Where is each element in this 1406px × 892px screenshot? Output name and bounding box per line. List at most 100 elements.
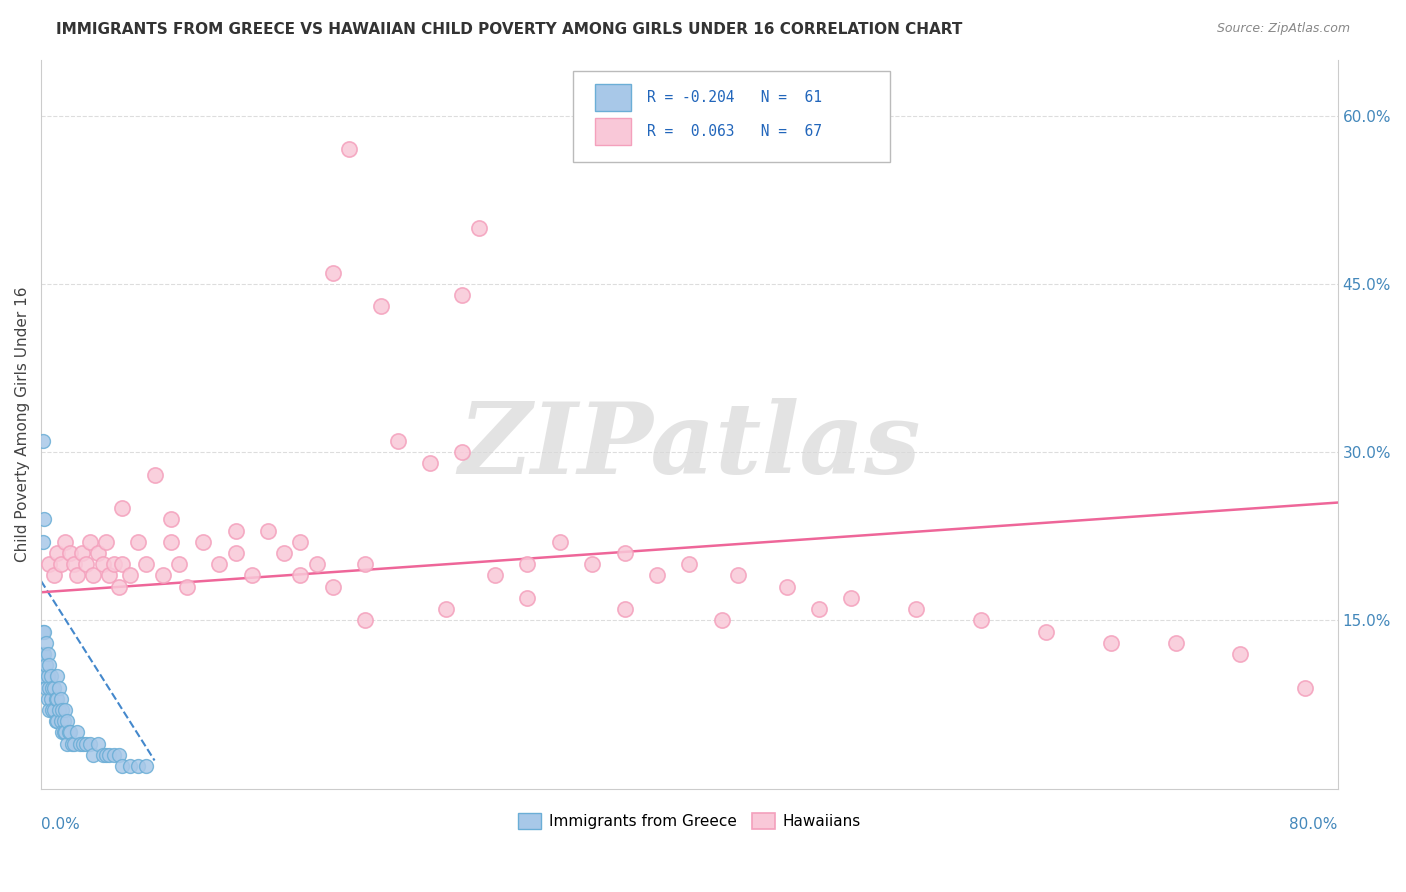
Text: 0.0%: 0.0%: [41, 816, 80, 831]
Point: [52, 714, 75, 729]
Point: [1294, 681, 1316, 695]
Point: [31, 669, 53, 683]
Point: [41, 703, 63, 717]
Point: [46, 691, 69, 706]
Point: [98, 568, 121, 582]
Point: [39, 669, 62, 683]
Point: [240, 568, 263, 582]
Point: [76, 558, 98, 572]
FancyBboxPatch shape: [572, 70, 890, 161]
Point: [35, 658, 58, 673]
Y-axis label: Child Poverty Among Girls Under 16: Child Poverty Among Girls Under 16: [15, 286, 30, 562]
Point: [59, 725, 82, 739]
Point: [451, 445, 474, 459]
Point: [419, 456, 441, 470]
Point: [38, 681, 60, 695]
Point: [94, 747, 117, 762]
Point: [905, 602, 928, 616]
Point: [970, 613, 993, 627]
Point: [60, 737, 83, 751]
Point: [46, 714, 69, 729]
Point: [56, 714, 79, 729]
Point: [46, 546, 69, 560]
Point: [176, 580, 198, 594]
Point: [290, 534, 312, 549]
Point: [51, 703, 73, 717]
Point: [775, 580, 797, 594]
Point: [94, 534, 117, 549]
Point: [387, 434, 409, 448]
Point: [62, 558, 84, 572]
Point: [87, 546, 110, 560]
Point: [55, 534, 77, 549]
Point: [98, 747, 121, 762]
Point: [808, 602, 831, 616]
Text: ZIPatlas: ZIPatlas: [458, 398, 921, 494]
Point: [37, 647, 59, 661]
Point: [66, 568, 89, 582]
Point: [35, 636, 58, 650]
Point: [34, 647, 56, 661]
Point: [72, 737, 94, 751]
Point: [35, 681, 58, 695]
Point: [56, 737, 79, 751]
Point: [354, 558, 377, 572]
Point: [111, 501, 134, 516]
Point: [143, 467, 166, 482]
Point: [31, 647, 53, 661]
Point: [38, 658, 60, 673]
Point: [548, 534, 571, 549]
Point: [31, 624, 53, 639]
Point: [370, 299, 392, 313]
Point: [678, 558, 700, 572]
Point: [49, 714, 72, 729]
Point: [613, 602, 636, 616]
FancyBboxPatch shape: [595, 119, 631, 145]
Point: [34, 512, 56, 526]
Point: [1229, 647, 1251, 661]
Point: [135, 558, 157, 572]
Point: [55, 725, 77, 739]
Point: [51, 725, 73, 739]
Point: [434, 602, 457, 616]
Point: [225, 546, 247, 560]
Point: [62, 737, 84, 751]
Point: [257, 524, 280, 538]
Point: [841, 591, 863, 605]
Point: [79, 534, 101, 549]
Point: [48, 703, 70, 717]
Text: Source: ZipAtlas.com: Source: ZipAtlas.com: [1216, 22, 1350, 36]
Point: [322, 580, 344, 594]
Point: [152, 568, 174, 582]
Point: [135, 759, 157, 773]
Point: [103, 747, 125, 762]
Text: 80.0%: 80.0%: [1289, 816, 1337, 831]
Point: [111, 759, 134, 773]
Point: [127, 534, 149, 549]
Point: [290, 568, 312, 582]
Point: [52, 725, 75, 739]
Point: [82, 747, 104, 762]
Point: [45, 714, 67, 729]
Point: [31, 534, 53, 549]
Point: [48, 681, 70, 695]
Point: [1164, 636, 1187, 650]
Point: [42, 703, 65, 717]
Point: [45, 691, 67, 706]
Text: R =  0.063   N =  67: R = 0.063 N = 67: [647, 124, 821, 139]
Point: [49, 691, 72, 706]
Point: [120, 759, 142, 773]
Point: [516, 591, 538, 605]
Point: [91, 747, 114, 762]
Point: [225, 524, 247, 538]
Text: R = -0.204   N =  61: R = -0.204 N = 61: [647, 90, 821, 105]
Point: [103, 558, 125, 572]
Point: [76, 737, 98, 751]
Point: [34, 669, 56, 683]
Text: IMMIGRANTS FROM GREECE VS HAWAIIAN CHILD POVERTY AMONG GIRLS UNDER 16 CORRELATIO: IMMIGRANTS FROM GREECE VS HAWAIIAN CHILD…: [56, 22, 963, 37]
Point: [305, 558, 328, 572]
Point: [59, 546, 82, 560]
Point: [111, 558, 134, 572]
Point: [42, 568, 65, 582]
Point: [91, 558, 114, 572]
